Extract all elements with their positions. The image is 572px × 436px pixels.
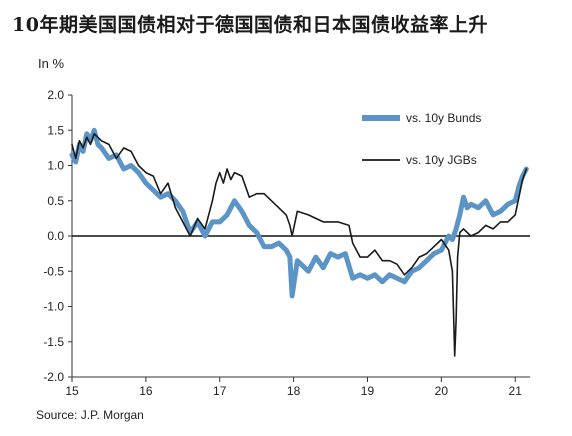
legend-label: vs. 10y Bunds bbox=[406, 111, 481, 125]
y-tick-label: -1.0 bbox=[43, 300, 64, 314]
x-tick-label: 18 bbox=[287, 384, 301, 398]
source-note: Source: J.P. Morgan bbox=[36, 408, 144, 422]
y-tick-label: -2.0 bbox=[43, 370, 64, 384]
x-tick-label: 15 bbox=[65, 384, 79, 398]
y-tick-label: -1.5 bbox=[43, 335, 64, 349]
x-tick-label: 21 bbox=[509, 384, 523, 398]
series-line-bunds bbox=[69, 127, 529, 299]
series-layer bbox=[69, 127, 529, 357]
legend: vs. 10y Bunds vs. 10y JGBs bbox=[362, 111, 481, 167]
x-tick-label: 19 bbox=[361, 384, 375, 398]
y-tick-label: 0.5 bbox=[47, 194, 64, 208]
y-tick-label: 1.0 bbox=[47, 159, 64, 173]
y-tick-label: 0.0 bbox=[47, 229, 64, 243]
legend-label: vs. 10y JGBs bbox=[406, 153, 477, 167]
x-tick-label: 20 bbox=[435, 384, 449, 398]
chart-title: 10年期美国国债相对于德国国债和日本国债收益率上升 bbox=[12, 14, 488, 36]
x-tick-label: 16 bbox=[139, 384, 153, 398]
x-tick-label: 17 bbox=[213, 384, 227, 398]
y-tick-label: 1.5 bbox=[47, 123, 64, 137]
y-tick-label: -0.5 bbox=[43, 264, 64, 278]
y-axis-unit-label: In % bbox=[38, 56, 65, 71]
y-tick-label: 2.0 bbox=[47, 88, 64, 102]
series-line-jgbs bbox=[71, 133, 528, 357]
axes: 2.0 1.5 1.0 0.5 0.0 -0.5 -1.0 -1.5 -2.015 16 17 18 1… bbox=[43, 88, 530, 398]
